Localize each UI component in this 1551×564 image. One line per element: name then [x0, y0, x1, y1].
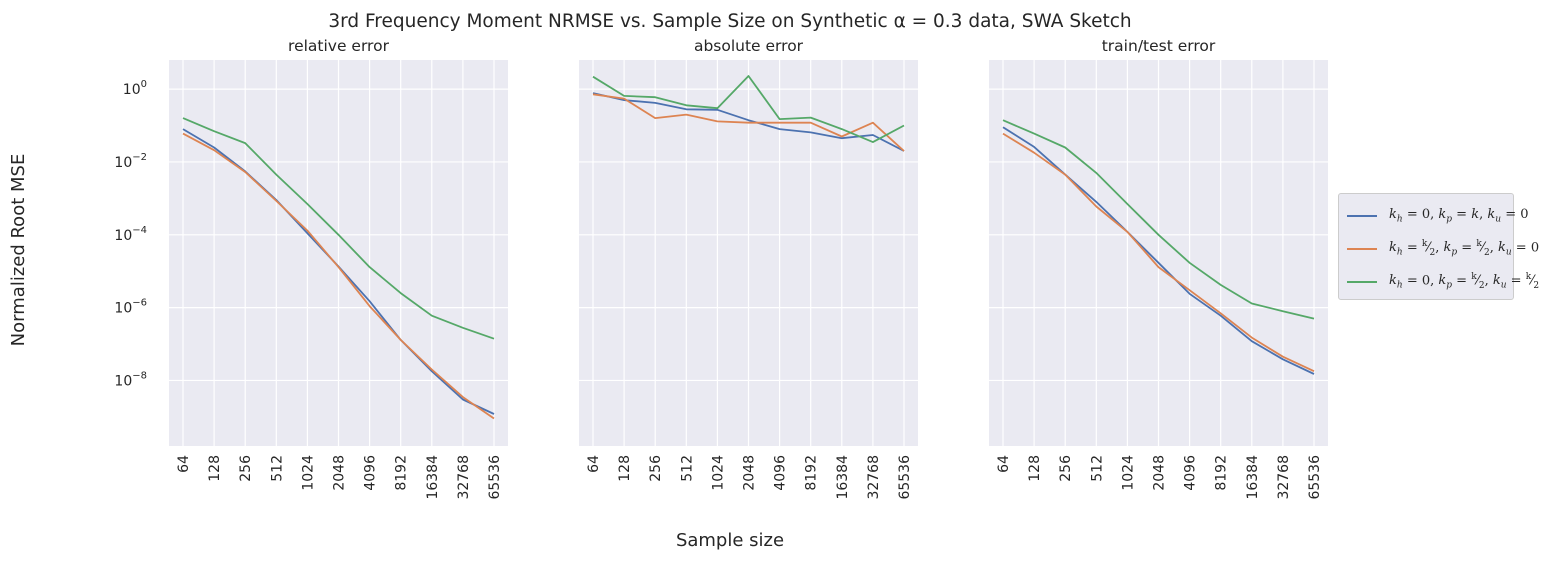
x-tick-label: 1024: [300, 455, 316, 491]
x-tick-label: 4096: [773, 455, 789, 491]
legend-entry-s3: kh = 0, kp = k⁄2, ku = k⁄2: [1347, 268, 1539, 296]
x-tick-label: 32768: [866, 455, 882, 500]
legend-entry-s1: kh = 0, kp = k, ku = 0: [1347, 202, 1529, 230]
legend: kh = 0, kp = k, ku = 0 kh = k⁄2, kp = k⁄2…: [1338, 193, 1539, 300]
gridlines: [169, 60, 508, 446]
x-tick-label: 256: [648, 455, 664, 482]
series-line-s2: [592, 93, 905, 152]
panel-title: absolute error: [694, 37, 804, 55]
x-tick-label: 1024: [710, 455, 726, 491]
x-tick-label: 4096: [363, 455, 379, 491]
x-tick-label: 2048: [1152, 455, 1168, 491]
x-tick-label: 2048: [742, 455, 758, 491]
x-tick-label: 8192: [1214, 455, 1230, 491]
x-tick-label: 65536: [897, 455, 913, 500]
x-tick-label: 256: [1058, 455, 1074, 482]
x-tick-label: 1024: [1120, 455, 1136, 491]
panels: relative error 64 128 256 512 1024 2048 4096 819…: [114, 37, 1328, 500]
x-tick-label: 512: [1089, 455, 1105, 482]
x-tick-label: 8192: [804, 455, 820, 491]
y-axis-label: Normalized Root MSE: [8, 154, 29, 347]
panel-title: relative error: [288, 37, 390, 55]
chart-title: 3rd Frequency Moment NRMSE vs. Sample Si…: [328, 11, 1131, 32]
legend-entry-s2: kh = k⁄2, kp = k⁄2, ku = 0: [1347, 235, 1539, 263]
series-line-s2: [182, 132, 495, 420]
gridlines: [579, 60, 918, 446]
legend-label: kh = k⁄2, kp = k⁄2, ku = 0: [1389, 239, 1540, 258]
legend-swatch: [1347, 215, 1377, 217]
x-tick-label: 128: [207, 455, 223, 482]
panel-3: train/test error 64 128 256 512 1024 2048 4096 8…: [989, 37, 1328, 500]
series-line-s1: [592, 92, 905, 152]
x-tick-label: 64: [586, 455, 602, 473]
legend-label: kh = 0, kp = k, ku = 0: [1389, 206, 1529, 225]
series-line-s1: [1002, 126, 1315, 375]
legend-label: kh = 0, kp = k⁄2, ku = k⁄2: [1389, 272, 1540, 291]
x-tick-label: 64: [996, 455, 1012, 473]
x-tick-label: 512: [679, 455, 695, 482]
y-tick-label: 10−2: [114, 152, 147, 171]
x-tick-label: 2048: [332, 455, 348, 491]
series-line-s3: [592, 75, 905, 144]
panel-title: train/test error: [1102, 37, 1216, 55]
legend-swatch: [1347, 248, 1377, 250]
x-tick-label: 16384: [835, 455, 851, 500]
panel-1: relative error 64 128 256 512 1024 2048 4096 819…: [114, 37, 508, 500]
x-tick-label: 65536: [487, 455, 503, 500]
x-tick-label: 512: [269, 455, 285, 482]
x-tick-label: 16384: [1245, 455, 1261, 500]
y-tick-label: 100: [123, 79, 147, 98]
y-tick-label: 10−6: [114, 298, 147, 317]
panel-2: absolute error 64 128 256 512 1024 2048 4096 819…: [579, 37, 918, 500]
series-line-s3: [1002, 119, 1315, 320]
x-tick-label: 128: [617, 455, 633, 482]
y-tick-label: 10−4: [114, 225, 147, 244]
x-tick-label: 8192: [394, 455, 410, 491]
x-tick-label: 256: [238, 455, 254, 482]
x-tick-label: 16384: [425, 455, 441, 500]
x-tick-label: 32768: [456, 455, 472, 500]
x-tick-label: 32768: [1276, 455, 1292, 500]
series-line-s2: [1002, 132, 1315, 373]
x-axis-label: Sample size: [676, 530, 784, 551]
x-tick-label: 64: [176, 455, 192, 473]
y-tick-label: 10−8: [114, 370, 147, 389]
x-tick-label: 4096: [1183, 455, 1199, 491]
legend-swatch: [1347, 281, 1377, 283]
x-tick-label: 65536: [1307, 455, 1323, 500]
series-line-s3: [182, 117, 495, 340]
x-tick-label: 128: [1027, 455, 1043, 482]
